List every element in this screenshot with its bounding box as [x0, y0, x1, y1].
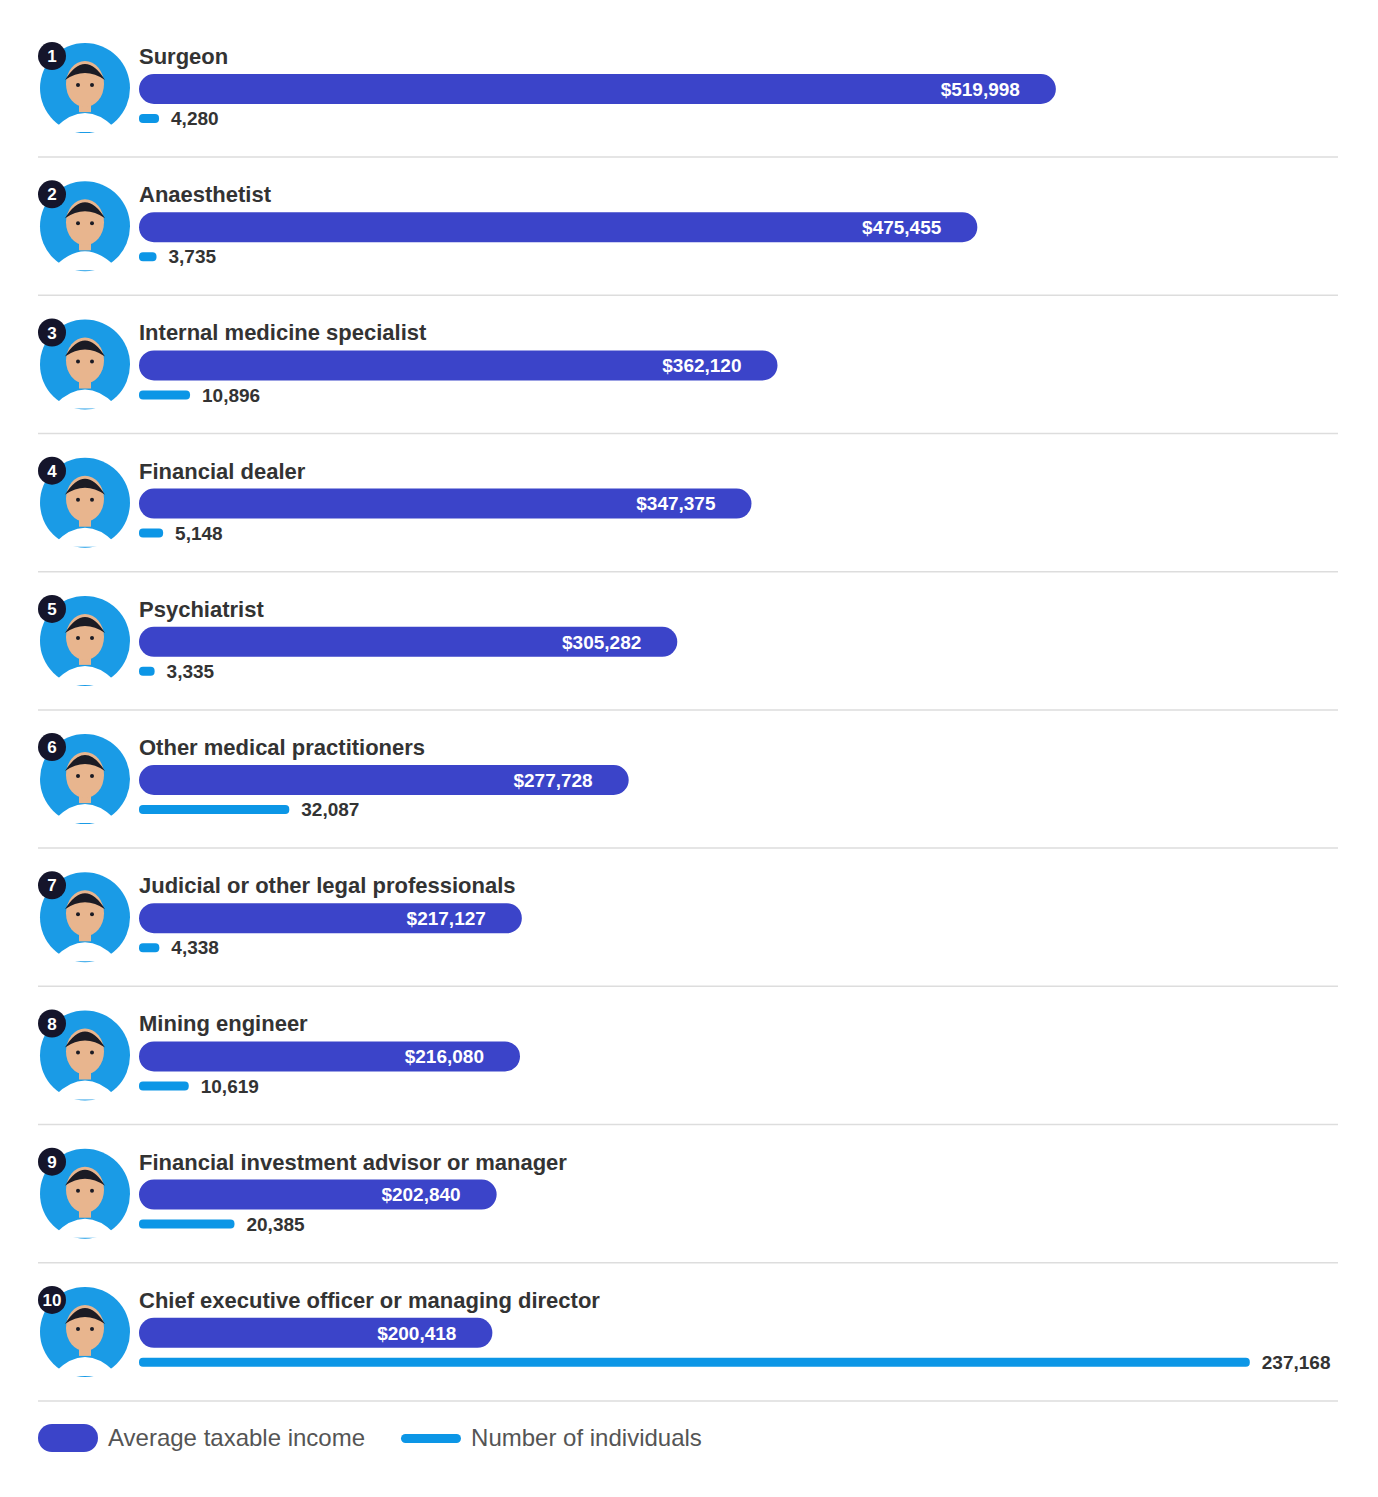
svg-text:5,148: 5,148	[175, 523, 223, 544]
svg-text:$217,127: $217,127	[407, 908, 486, 929]
svg-text:9: 9	[47, 1153, 56, 1172]
svg-text:5: 5	[47, 600, 56, 619]
svg-text:4: 4	[47, 462, 57, 481]
svg-text:10: 10	[43, 1291, 62, 1310]
svg-text:$475,455: $475,455	[862, 217, 942, 238]
svg-text:10,896: 10,896	[202, 385, 260, 406]
svg-text:2: 2	[47, 185, 56, 204]
svg-text:3: 3	[47, 324, 56, 343]
html-text:Number of individuals: Number of individuals	[471, 1424, 702, 1451]
svg-text:20,385: 20,385	[246, 1214, 305, 1235]
svg-text:$519,998: $519,998	[941, 79, 1020, 100]
svg-text:Judicial or other legal profes: Judicial or other legal professionals	[139, 873, 516, 898]
svg-text:Surgeon: Surgeon	[139, 44, 228, 69]
svg-text:3,335: 3,335	[167, 661, 215, 682]
svg-text:4,338: 4,338	[171, 937, 219, 958]
svg-text:Internal medicine specialist: Internal medicine specialist	[139, 320, 427, 345]
svg-text:4,280: 4,280	[171, 108, 219, 129]
svg-text:$202,840: $202,840	[381, 1184, 460, 1205]
svg-text:1: 1	[47, 47, 56, 66]
svg-text:Chief executive officer or man: Chief executive officer or managing dire…	[139, 1288, 600, 1313]
svg-text:Anaesthetist: Anaesthetist	[139, 182, 272, 207]
svg-text:$347,375: $347,375	[636, 493, 716, 514]
svg-text:$200,418: $200,418	[377, 1323, 456, 1344]
svg-text:3,735: 3,735	[168, 246, 216, 267]
svg-text:237,168: 237,168	[1262, 1352, 1331, 1373]
svg-text:Psychiatrist: Psychiatrist	[139, 597, 264, 622]
svg-text:Other medical practitioners: Other medical practitioners	[139, 735, 425, 760]
svg-text:$277,728: $277,728	[513, 770, 592, 791]
svg-text:$305,282: $305,282	[562, 632, 641, 653]
svg-text:32,087: 32,087	[301, 799, 359, 820]
html-text:Average taxable income: Average taxable income	[108, 1424, 366, 1451]
svg-text:Financial dealer: Financial dealer	[139, 459, 306, 484]
svg-text:6: 6	[47, 738, 56, 757]
svg-text:Financial investment advisor o: Financial investment advisor or manager	[139, 1150, 567, 1175]
svg-text:10,619: 10,619	[201, 1076, 259, 1097]
svg-text:8: 8	[47, 1015, 56, 1034]
svg-text:Mining engineer: Mining engineer	[139, 1011, 308, 1036]
svg-text:$362,120: $362,120	[662, 355, 741, 376]
svg-text:7: 7	[47, 876, 56, 895]
svg-text:$216,080: $216,080	[405, 1046, 484, 1067]
